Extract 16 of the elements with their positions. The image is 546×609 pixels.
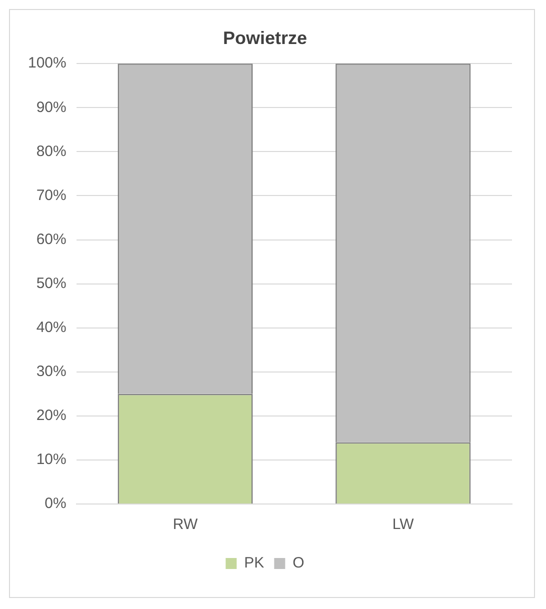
y-tick-label: 100% [28, 54, 66, 72]
x-tick-label: LW [392, 516, 415, 534]
y-tick-label: 0% [44, 495, 66, 512]
x-tick-label: RW [172, 516, 198, 534]
y-tick-label: 60% [36, 230, 66, 248]
legend-label: PK [244, 554, 264, 572]
y-tick-label: 40% [36, 318, 66, 336]
y-tick-label: 10% [36, 451, 66, 468]
y-tick-label: 80% [36, 142, 66, 160]
chart-title: Powietrze [222, 28, 308, 48]
y-tick-label: 30% [36, 363, 66, 380]
y-tick-label: 50% [36, 274, 66, 292]
y-tick-label: 70% [36, 186, 66, 204]
legend-label: O [292, 554, 304, 572]
y-tick-label: 90% [36, 98, 66, 116]
y-tick-label: 20% [36, 407, 66, 424]
